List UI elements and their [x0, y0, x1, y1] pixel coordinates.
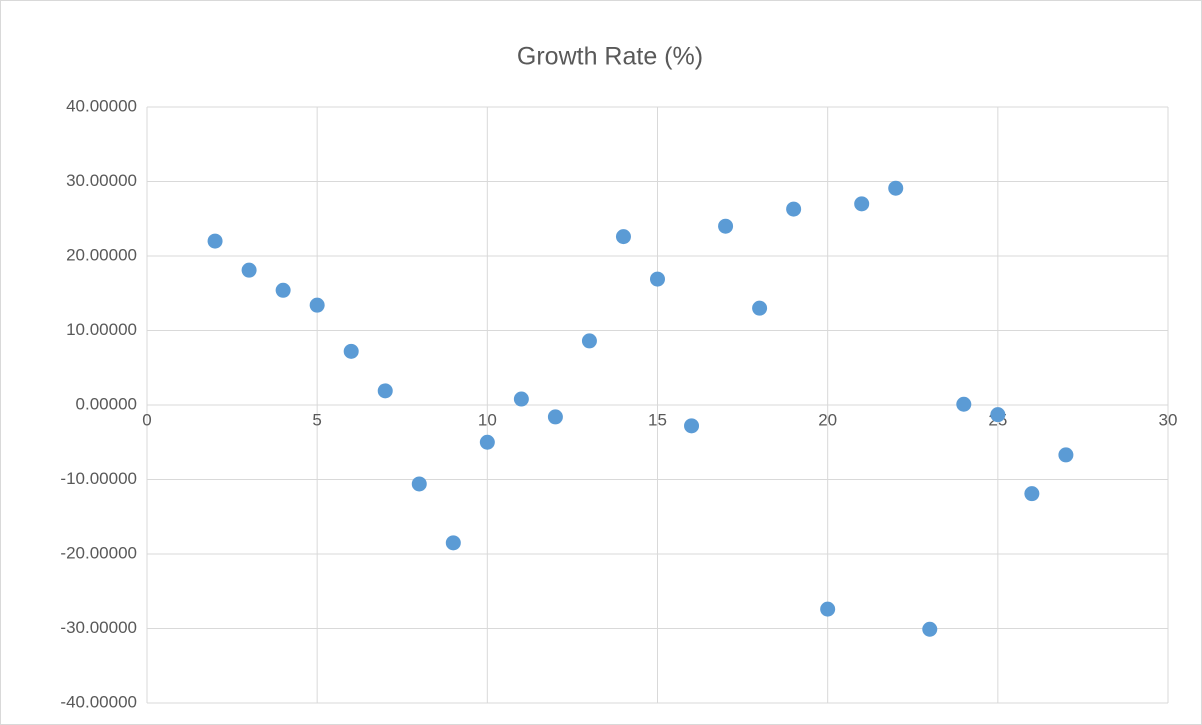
- y-tick-label: 30.00000: [66, 171, 137, 190]
- x-tick-label: 5: [312, 410, 321, 429]
- scatter-point: [956, 397, 971, 412]
- chart: Growth Rate (%) -40.00000 -30.00000 -20.00…: [0, 0, 1202, 725]
- x-tick-label: 20: [818, 410, 837, 429]
- scatter-point: [582, 333, 597, 348]
- scatter-point: [684, 418, 699, 433]
- y-tick-label: 10.00000: [66, 320, 137, 339]
- x-tick-label: 30: [1159, 410, 1178, 429]
- scatter-point: [616, 229, 631, 244]
- scatter-point: [480, 435, 495, 450]
- scatter-point: [276, 283, 291, 298]
- chart-title: Growth Rate (%): [517, 43, 703, 71]
- scatter-point: [1058, 447, 1073, 462]
- scatter-point: [922, 622, 937, 637]
- scatter-point: [548, 409, 563, 424]
- y-tick-label: 0.00000: [76, 394, 137, 413]
- scatter-point: [752, 301, 767, 316]
- chart-frame: [1, 1, 1202, 725]
- y-tick-label: -20.00000: [60, 543, 137, 562]
- y-tick-label: 20.00000: [66, 245, 137, 264]
- y-tick-label: 40.00000: [66, 96, 137, 115]
- scatter-point: [446, 535, 461, 550]
- scatter-point: [1024, 486, 1039, 501]
- scatter-point: [242, 263, 257, 278]
- y-tick-label: -30.00000: [60, 618, 137, 637]
- scatter-point: [310, 298, 325, 313]
- scatter-point: [786, 202, 801, 217]
- scatter-point: [820, 602, 835, 617]
- scatter-point: [344, 344, 359, 359]
- scatter-point: [208, 234, 223, 249]
- y-tick-label: -10.00000: [60, 469, 137, 488]
- scatter-point: [888, 181, 903, 196]
- scatter-point: [990, 407, 1005, 422]
- scatter-point: [514, 392, 529, 407]
- scatter-point: [854, 196, 869, 211]
- scatter-point: [650, 272, 665, 287]
- scatter-point: [718, 219, 733, 234]
- y-tick-label: -40.00000: [60, 692, 137, 711]
- x-tick-label: 15: [648, 410, 667, 429]
- x-tick-label: 10: [478, 410, 497, 429]
- scatter-point: [378, 383, 393, 398]
- scatter-point: [412, 476, 427, 491]
- x-tick-label: 0: [142, 410, 151, 429]
